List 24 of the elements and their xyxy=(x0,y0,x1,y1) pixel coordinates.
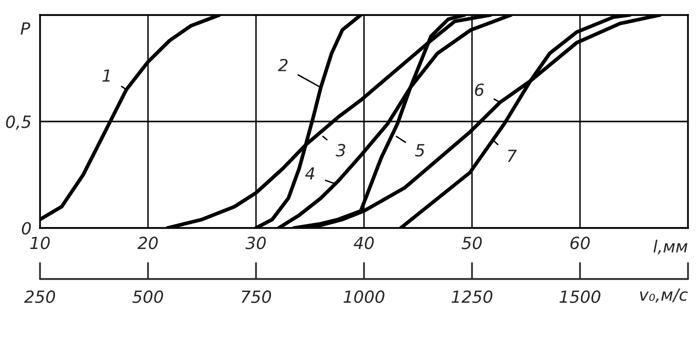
y-tick-label: 0,5 xyxy=(6,115,31,130)
x2-tick-label: 1250 xyxy=(452,290,492,304)
x-tick-label: 10 xyxy=(30,236,50,250)
x-tick-label: 40 xyxy=(354,236,374,250)
x2-axis-title: v₀,м/с xyxy=(640,288,688,303)
annotation: 4 xyxy=(305,167,314,180)
annotation: 6 xyxy=(474,83,484,96)
y-axis-title: P xyxy=(20,22,30,35)
x-axis-title: l,мм xyxy=(654,240,688,254)
x-tick-label: 20 xyxy=(137,236,158,250)
x2-tick-label: 1000 xyxy=(344,290,384,304)
annotation: 7 xyxy=(508,150,517,162)
annotation: 5 xyxy=(415,144,424,157)
x2-tick-label: 750 xyxy=(242,290,272,304)
x2-tick-label: 500 xyxy=(132,290,164,304)
x2-tick-label: 250 xyxy=(24,290,56,304)
x2-tick-label: 1500 xyxy=(560,290,600,304)
x-tick-label: 60 xyxy=(570,236,590,250)
annotation: 2 xyxy=(278,58,288,72)
annotation: 1 xyxy=(102,70,110,82)
x-tick-label: 50 xyxy=(462,236,482,250)
y-tick-label: 0 xyxy=(22,222,31,235)
x-tick-label: 30 xyxy=(245,236,266,250)
annotation: 3 xyxy=(336,144,346,157)
